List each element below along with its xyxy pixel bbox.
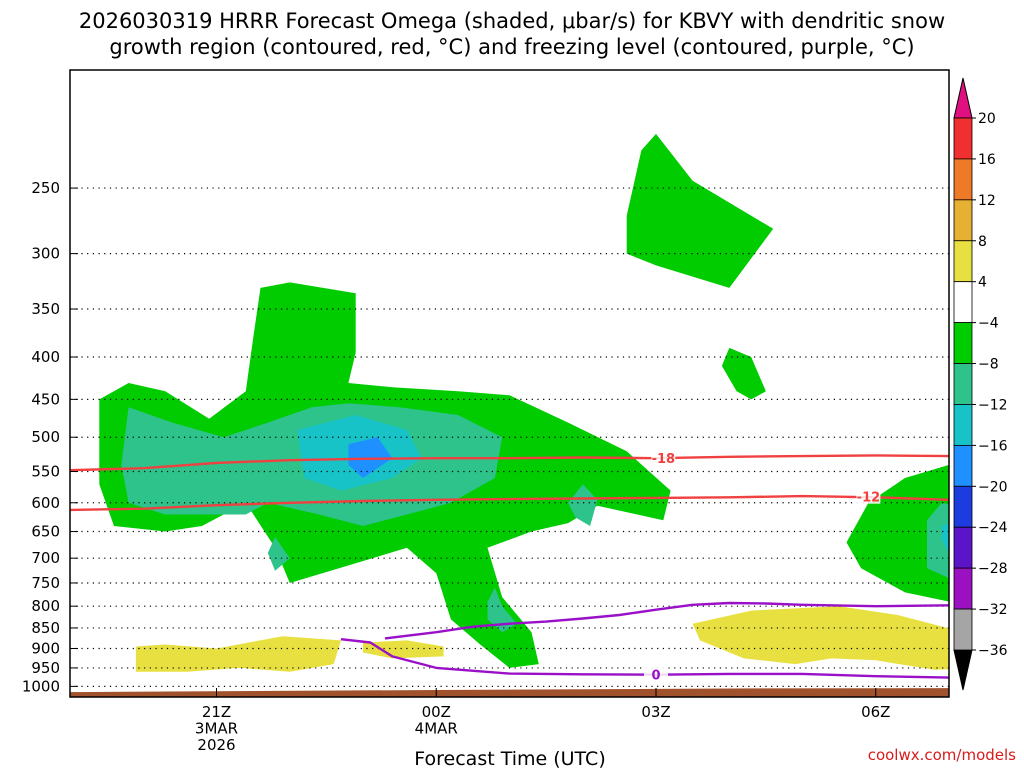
y-tick-label-250: 250 xyxy=(31,179,60,197)
x-tick-label-21-0: 21Z xyxy=(202,703,231,721)
colorbar-bin-10 xyxy=(953,526,973,569)
omega-shading-layer xyxy=(70,133,1024,697)
y-tick-label-850: 850 xyxy=(31,619,60,637)
omega-region-21 xyxy=(692,606,949,670)
contour-label-bg-1 xyxy=(856,488,881,504)
credit-link[interactable]: coolwx.com/models xyxy=(868,746,1016,764)
colorbar-bin-7 xyxy=(953,404,973,446)
omega-region-24 xyxy=(70,688,949,697)
y-tick-label-950: 950 xyxy=(31,659,60,677)
colorbar-bin-5 xyxy=(953,322,973,364)
omega-region-12 xyxy=(941,523,949,553)
colorbar-bin-4 xyxy=(953,281,973,324)
colorbar-bottom-arrow xyxy=(953,649,973,691)
y-tick-label-300: 300 xyxy=(31,245,60,263)
contour-label-0: -18 xyxy=(652,452,676,467)
y-tick-label-900: 900 xyxy=(31,640,60,658)
colorbar-label-3: 8 xyxy=(978,234,987,250)
omega-region-3 xyxy=(487,587,517,633)
chart-title-line2: growth region (contoured, red, °C) and f… xyxy=(109,35,914,59)
colorbar: 20 16 12 8 4 −4 −8 −12 −16 −20 −24 −28 −32 −36 xyxy=(953,77,1008,691)
colorbar-label-12: −32 xyxy=(978,602,1008,618)
colorbar-bin-9 xyxy=(953,485,973,528)
contour-labels: -18-18-1200 xyxy=(644,450,881,684)
y-tick-label-600: 600 xyxy=(31,494,60,512)
x-tick-label-24-1: 4MAR xyxy=(415,720,458,738)
y-tick-label-400: 400 xyxy=(31,348,60,366)
omega-region-8 xyxy=(721,347,766,400)
colorbar-top-arrow xyxy=(953,77,973,119)
y-tick-label-800: 800 xyxy=(31,597,60,615)
contour-label-bg-3 xyxy=(644,666,668,682)
colorbar-label-7: −12 xyxy=(978,397,1008,413)
y-tick-label-650: 650 xyxy=(31,523,60,541)
y-tick-label-750: 750 xyxy=(31,574,60,592)
contour-label-3: 0 xyxy=(651,669,660,684)
colorbar-bin-11 xyxy=(953,567,973,610)
x-tick-label-21-2: 2026 xyxy=(197,736,235,754)
x-axis-label: Forecast Time (UTC) xyxy=(414,748,605,768)
colorbar-bin-6 xyxy=(953,363,973,405)
colorbar-label-0: 20 xyxy=(978,111,996,127)
colorbar-bin-1 xyxy=(953,158,973,201)
contour-line-2 xyxy=(384,601,949,640)
y-tick-label-350: 350 xyxy=(31,300,60,318)
y-axis-ticks: 250 300 350 400 450 500 550 600 650 700 750 800 850 9… xyxy=(22,179,78,695)
colorbar-label-10: −24 xyxy=(978,520,1008,536)
y-tick-label-700: 700 xyxy=(31,549,60,567)
omega-region-7 xyxy=(626,133,774,288)
contour-label-bg-0 xyxy=(651,450,676,466)
contour-line-0 xyxy=(70,454,949,472)
y-tick-label-550: 550 xyxy=(31,462,60,480)
colorbar-label-4: 4 xyxy=(978,275,987,291)
dotted-grid xyxy=(70,187,949,687)
plot-frame xyxy=(69,69,950,698)
y-tick-label-500: 500 xyxy=(31,428,60,446)
colorbar-bin-12 xyxy=(953,608,973,651)
y-tick-label-1000: 1000 xyxy=(22,677,60,695)
colorbar-label-2: 12 xyxy=(978,193,996,209)
colorbar-bin-2 xyxy=(953,199,973,242)
colorbar-label-11: −28 xyxy=(978,561,1008,577)
x-axis-ticks: 21Z3MAR202600Z4MAR03Z06Z09Z12Z xyxy=(195,688,890,754)
omega-region-2 xyxy=(267,537,290,571)
x-tick-label-30-0: 06Z xyxy=(861,703,890,721)
colorbar-bin-3 xyxy=(953,240,973,283)
contour-label-1: -12 xyxy=(857,491,881,506)
chart-title-line1: 2026030319 HRRR Forecast Omega (shaded, … xyxy=(79,9,945,33)
colorbar-label-6: −8 xyxy=(978,357,999,373)
x-tick-label-27-0: 03Z xyxy=(641,703,670,721)
colorbar-label-1: 16 xyxy=(978,152,996,168)
colorbar-bin-0 xyxy=(953,117,973,160)
contour-line-1 xyxy=(70,494,949,512)
colorbar-label-9: −20 xyxy=(978,479,1008,495)
colorbar-label-13: −36 xyxy=(978,643,1008,659)
x-tick-label-21-1: 3MAR xyxy=(195,720,238,738)
omega-region-11 xyxy=(1015,391,1024,437)
omega-region-20 xyxy=(363,640,444,659)
omega-region-4 xyxy=(568,484,598,526)
y-tick-label-450: 450 xyxy=(31,390,60,408)
contour-line-3 xyxy=(340,638,949,679)
omega-region-10 xyxy=(927,502,949,579)
colorbar-label-5: −4 xyxy=(978,316,999,332)
omega-region-19 xyxy=(135,636,341,672)
colorbar-bin-8 xyxy=(953,444,973,487)
contour-layer xyxy=(70,454,949,679)
colorbar-label-8: −16 xyxy=(978,438,1008,454)
x-tick-label-24-0: 00Z xyxy=(422,703,451,721)
